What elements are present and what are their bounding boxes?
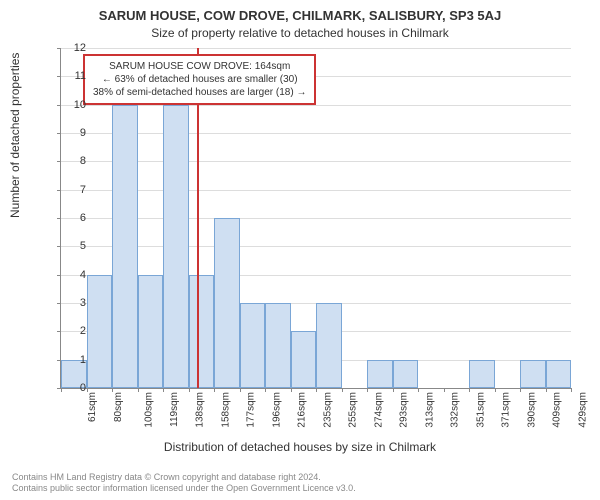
x-tick-label: 235sqm: [322, 392, 333, 428]
y-tick-mark: [57, 275, 61, 276]
x-tick-mark: [214, 388, 215, 392]
chart-container: SARUM HOUSE, COW DROVE, CHILMARK, SALISB…: [0, 0, 600, 500]
histogram-bar: [393, 360, 419, 388]
gridline: [61, 133, 571, 134]
x-tick-label: 138sqm: [195, 392, 206, 428]
x-tick-mark: [291, 388, 292, 392]
y-tick-label: 7: [66, 184, 86, 196]
x-tick-label: 177sqm: [246, 392, 257, 428]
x-tick-mark: [495, 388, 496, 392]
x-tick-mark: [138, 388, 139, 392]
plot-area: SARUM HOUSE COW DROVE: 164sqm← 63% of de…: [60, 48, 571, 389]
footer-text: Contains HM Land Registry data © Crown c…: [12, 472, 356, 494]
y-tick-mark: [57, 190, 61, 191]
annotation-line: SARUM HOUSE COW DROVE: 164sqm: [93, 60, 306, 73]
gridline: [61, 218, 571, 219]
gridline: [61, 161, 571, 162]
x-tick-label: 196sqm: [271, 392, 282, 428]
x-tick-mark: [342, 388, 343, 392]
y-tick-label: 9: [66, 127, 86, 139]
x-tick-label: 293sqm: [399, 392, 410, 428]
y-tick-mark: [57, 105, 61, 106]
x-tick-label: 61sqm: [87, 392, 98, 422]
x-tick-label: 390sqm: [526, 392, 537, 428]
x-tick-mark: [520, 388, 521, 392]
x-tick-label: 255sqm: [348, 392, 359, 428]
histogram-bar: [520, 360, 546, 388]
x-tick-mark: [444, 388, 445, 392]
histogram-bar: [316, 303, 342, 388]
y-tick-label: 5: [66, 240, 86, 252]
x-tick-label: 100sqm: [144, 392, 155, 428]
x-tick-label: 158sqm: [220, 392, 231, 428]
y-tick-mark: [57, 331, 61, 332]
x-tick-mark: [163, 388, 164, 392]
histogram-bar: [367, 360, 393, 388]
x-tick-label: 429sqm: [577, 392, 588, 428]
y-tick-mark: [57, 246, 61, 247]
x-tick-mark: [240, 388, 241, 392]
x-tick-label: 119sqm: [168, 392, 179, 427]
y-tick-label: 12: [66, 42, 86, 54]
x-tick-label: 371sqm: [501, 392, 512, 428]
x-tick-label: 332sqm: [450, 392, 461, 428]
histogram-bar: [189, 275, 215, 388]
x-tick-label: 274sqm: [373, 392, 384, 428]
y-tick-label: 1: [66, 354, 86, 366]
x-tick-mark: [546, 388, 547, 392]
gridline: [61, 246, 571, 247]
y-tick-mark: [57, 161, 61, 162]
x-axis-label: Distribution of detached houses by size …: [0, 440, 600, 454]
x-tick-label: 216sqm: [297, 392, 308, 428]
y-tick-label: 0: [66, 382, 86, 394]
y-tick-label: 3: [66, 297, 86, 309]
x-tick-mark: [571, 388, 572, 392]
annotation-line: ← 63% of detached houses are smaller (30…: [93, 73, 306, 86]
chart-title-sub: Size of property relative to detached ho…: [0, 26, 600, 40]
x-tick-mark: [418, 388, 419, 392]
y-axis-label: Number of detached properties: [8, 53, 22, 218]
y-tick-label: 2: [66, 325, 86, 337]
y-tick-mark: [57, 133, 61, 134]
x-tick-mark: [367, 388, 368, 392]
gridline: [61, 190, 571, 191]
y-tick-mark: [57, 218, 61, 219]
annotation-line: 38% of semi-detached houses are larger (…: [93, 86, 306, 99]
gridline: [61, 48, 571, 49]
x-tick-label: 351sqm: [475, 392, 486, 428]
x-tick-mark: [316, 388, 317, 392]
annotation-box: SARUM HOUSE COW DROVE: 164sqm← 63% of de…: [83, 54, 316, 105]
x-tick-mark: [265, 388, 266, 392]
histogram-bar: [87, 275, 113, 388]
y-tick-label: 4: [66, 269, 86, 281]
y-tick-label: 6: [66, 212, 86, 224]
histogram-bar: [265, 303, 291, 388]
histogram-bar: [163, 105, 189, 388]
chart-title-main: SARUM HOUSE, COW DROVE, CHILMARK, SALISB…: [0, 8, 600, 23]
x-tick-label: 313sqm: [424, 392, 435, 428]
x-tick-mark: [469, 388, 470, 392]
x-tick-mark: [189, 388, 190, 392]
y-tick-label: 8: [66, 155, 86, 167]
y-tick-label: 11: [66, 70, 86, 82]
y-tick-mark: [57, 303, 61, 304]
y-tick-label: 10: [66, 99, 86, 111]
histogram-bar: [138, 275, 164, 388]
histogram-bar: [214, 218, 240, 388]
y-tick-mark: [57, 48, 61, 49]
y-tick-mark: [57, 76, 61, 77]
histogram-bar: [469, 360, 495, 388]
x-tick-label: 80sqm: [113, 392, 124, 422]
histogram-bar: [546, 360, 572, 388]
x-tick-mark: [393, 388, 394, 392]
histogram-bar: [291, 331, 317, 388]
footer-line2: Contains public sector information licen…: [12, 483, 356, 494]
x-tick-mark: [61, 388, 62, 392]
histogram-bar: [240, 303, 266, 388]
histogram-bar: [112, 105, 138, 388]
footer-line1: Contains HM Land Registry data © Crown c…: [12, 472, 356, 483]
x-tick-label: 409sqm: [552, 392, 563, 428]
